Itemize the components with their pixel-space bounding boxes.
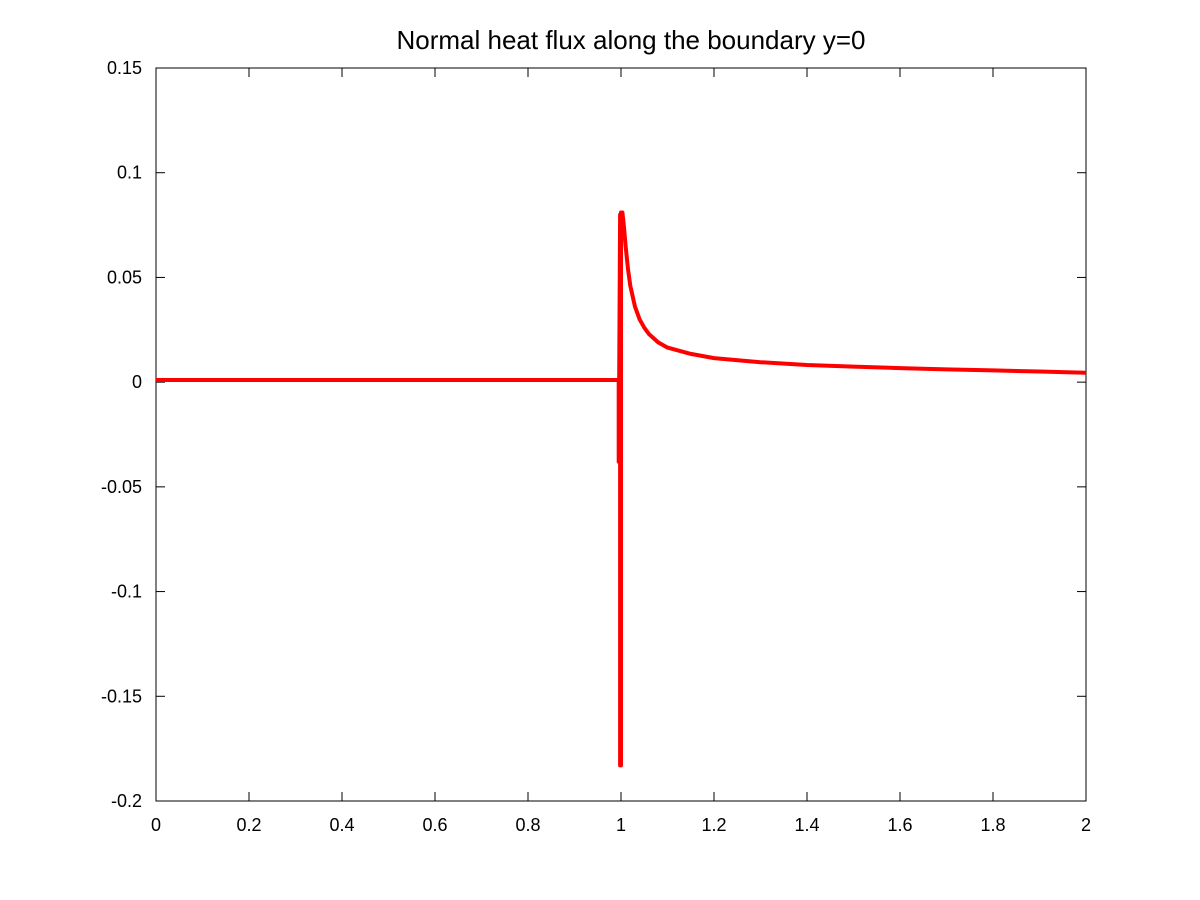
y-tick-label: 0.05 <box>107 267 142 287</box>
x-tick-label: 1 <box>616 815 626 835</box>
y-tick-label: 0.15 <box>107 58 142 78</box>
y-tick-label: -0.2 <box>111 791 142 811</box>
y-tick-label: 0.1 <box>117 163 142 183</box>
x-tick-label: 0.2 <box>236 815 261 835</box>
x-tick-label: 0.8 <box>515 815 540 835</box>
y-tick-label: -0.05 <box>101 477 142 497</box>
series-layer <box>156 210 1087 768</box>
x-tick-label: 0 <box>151 815 161 835</box>
chart-title: Normal heat flux along the boundary y=0 <box>396 25 865 55</box>
y-tick-label: -0.15 <box>101 686 142 706</box>
x-tick-label: 1.2 <box>701 815 726 835</box>
x-tick-label: 1.8 <box>980 815 1005 835</box>
y-tick-label: -0.1 <box>111 582 142 602</box>
series-line-1 <box>156 210 1087 768</box>
x-tick-label: 1.6 <box>887 815 912 835</box>
y-tick-label: 0 <box>132 372 142 392</box>
x-tick-label: 0.6 <box>422 815 447 835</box>
x-tick-label: 1.4 <box>794 815 819 835</box>
x-tick-label: 2 <box>1081 815 1091 835</box>
axis-ticks: 0 0.2 0.4 0.6 0.8 1 1.2 1.4 1.6 1.8 2 -0.2 -0.15 -0.1… <box>101 58 1091 835</box>
x-tick-label: 0.4 <box>329 815 354 835</box>
